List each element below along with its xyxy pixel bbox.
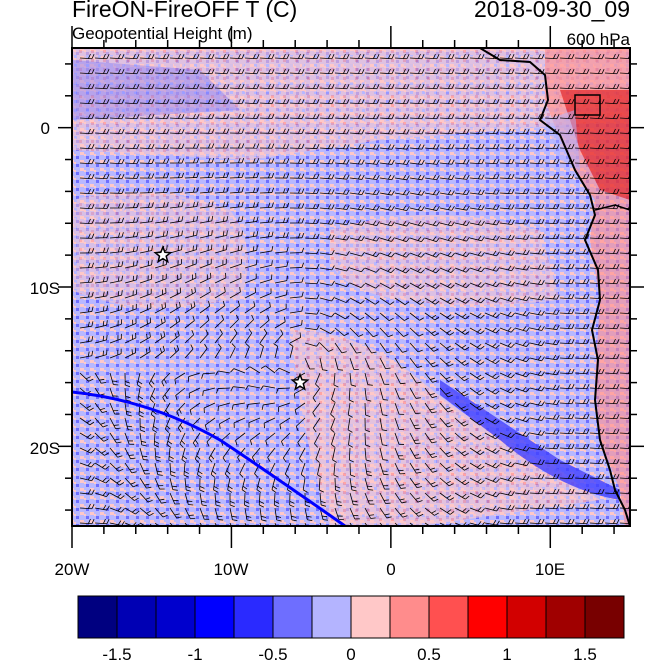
marker-layer	[153, 245, 310, 391]
wind-barbs	[79, 53, 630, 526]
lat-label-10s: 10S	[29, 279, 60, 298]
map-title: FireON-FireOFF T (C)	[72, 0, 298, 22]
country-border	[574, 94, 630, 211]
colorbar-swatch	[584, 595, 625, 639]
lon-label-0: 0	[386, 560, 396, 579]
axis-ticks	[58, 26, 644, 548]
colorbar-swatch	[428, 595, 469, 639]
colorbar-swatch	[350, 595, 391, 639]
colorbar-tick-label: 1	[502, 645, 512, 664]
colorbar-swatch	[272, 595, 313, 639]
colorbar-swatch	[389, 595, 430, 639]
colorbar-tick-label: -0.5	[258, 645, 288, 664]
field-subtitle: Geopotential Height (m)	[72, 24, 253, 43]
lon-label-10w: 10W	[213, 560, 249, 579]
coastline	[479, 48, 630, 526]
colorbar-tick-label: -1.5	[102, 645, 132, 664]
colorbar-swatch	[545, 595, 586, 639]
colorbar-swatch	[194, 595, 235, 639]
lon-label-10e: 10E	[534, 560, 566, 579]
lat-label-20s: 20S	[29, 439, 60, 458]
colorbar-tick-label: 1.5	[573, 645, 597, 664]
colorbar-swatch	[77, 595, 118, 639]
lon-label-20w: 20W	[54, 560, 90, 579]
colorbar-tick-label: 0	[346, 645, 356, 664]
colorbar-swatch	[233, 595, 274, 639]
colorbar-tick-label: 0.5	[417, 645, 441, 664]
star-marker-center	[290, 372, 310, 391]
lat-label-0: 0	[40, 119, 50, 138]
colorbar-swatch	[506, 595, 547, 639]
star-marker-west	[153, 245, 173, 264]
colorbar-swatch	[155, 595, 196, 639]
colorbar-swatch	[467, 595, 508, 639]
colorbar-tick-label: -1	[187, 645, 203, 664]
geopotential-contour	[72, 390, 346, 526]
colorbar-swatch	[116, 595, 157, 639]
timestamp-title: 2018-09-30_09	[473, 0, 630, 22]
colorbar-swatch	[311, 595, 352, 639]
